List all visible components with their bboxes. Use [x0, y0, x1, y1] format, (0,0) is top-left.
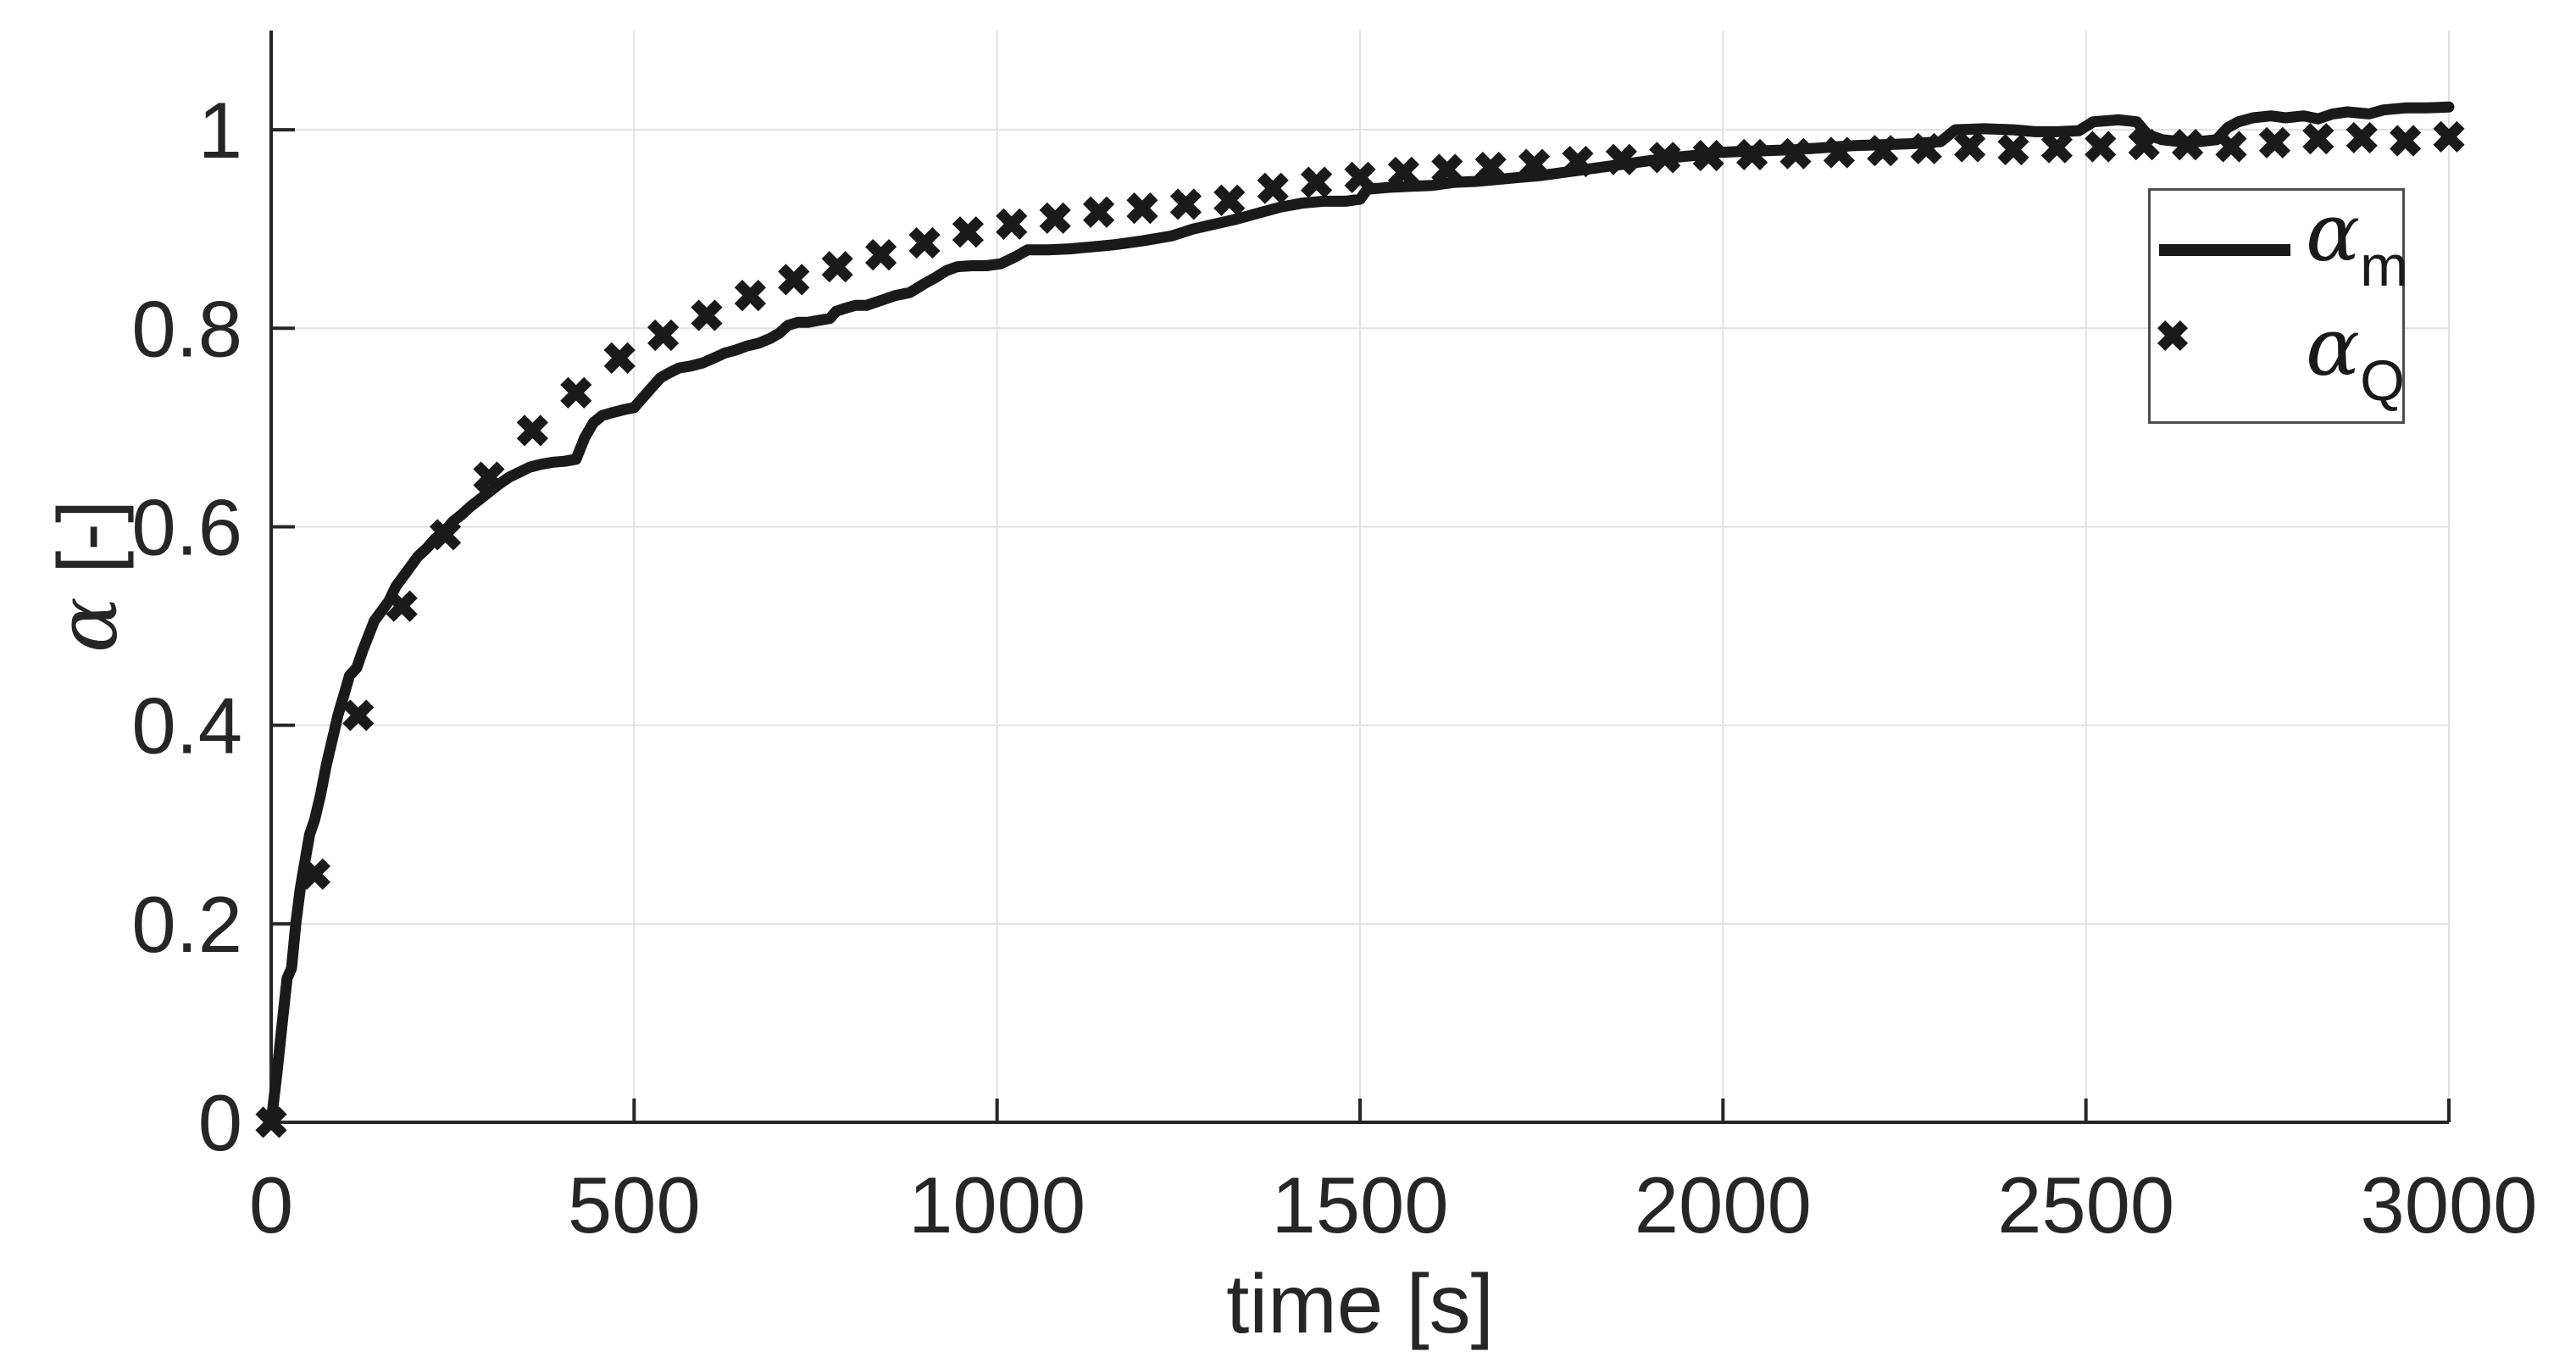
y-axis-label-symbol: α — [40, 597, 136, 654]
x-tick-label: 1000 — [908, 1160, 1085, 1249]
gridlines — [271, 31, 2450, 1122]
solid-line-swatch — [2159, 244, 2290, 256]
x-tick-label: 2500 — [1997, 1160, 2174, 1249]
y-axis-label: α [-] — [40, 500, 136, 654]
x-tick-label: 1500 — [1271, 1160, 1448, 1249]
x-axis-label: time [s] — [1226, 1257, 1494, 1350]
x-tick-label: 3000 — [2360, 1160, 2537, 1249]
y-axis-label-units: [-] — [41, 499, 134, 598]
tick-labels: 0 500 1000 1500 2000 2500 3000 0 0.2 0.4 0.6 0.8 1 — [131, 86, 2537, 1249]
series-alpha-q-markers — [255, 120, 2465, 1138]
legend-label-alpha-q: αQ — [2306, 301, 2406, 414]
y-tick-label: 0.4 — [131, 682, 242, 771]
legend-entry-alpha-m: αm — [2151, 193, 2408, 301]
legend-label-alpha-m: αm — [2306, 186, 2408, 299]
x-tick-label: 2000 — [1635, 1160, 1812, 1249]
series-alpha-m-line — [265, 101, 2455, 1128]
legend-box: αm αQ — [2148, 188, 2408, 424]
y-tick-label: 0 — [198, 1078, 242, 1167]
legend-line-sample — [2159, 244, 2290, 256]
x-marker-icon — [2157, 320, 2189, 352]
x-tick-label: 500 — [568, 1160, 701, 1249]
y-tick-label: 0.2 — [131, 880, 242, 969]
x-tick-label: 0 — [249, 1160, 293, 1249]
y-tick-label: 0.6 — [131, 482, 242, 571]
legend-entry-alpha-q: αQ — [2151, 308, 2405, 415]
y-tick-label: 0.8 — [131, 284, 242, 373]
y-tick-label: 1 — [198, 86, 242, 175]
